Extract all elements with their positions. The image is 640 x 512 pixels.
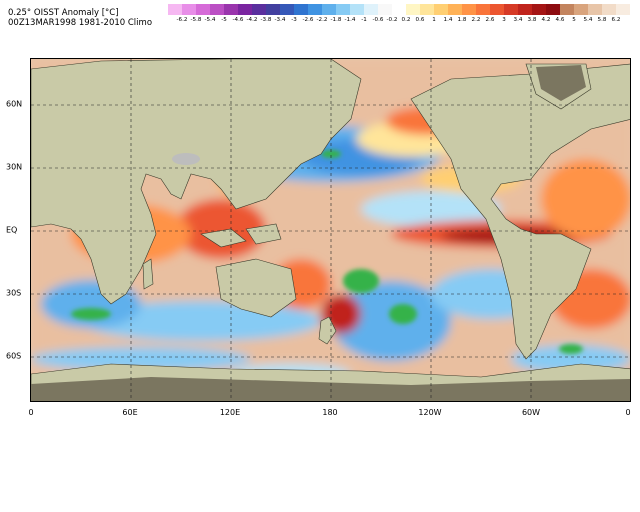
colorbar-tick-label: 1 (432, 17, 436, 23)
colorbar-tick-label: 3.8 (527, 17, 537, 23)
colorbar-tick-label: -5.4 (204, 17, 216, 23)
colorbar-swatch (252, 4, 266, 15)
colorbar-tick-label: 5.8 (597, 17, 607, 23)
colorbar-tick-label: 0.6 (415, 17, 425, 23)
colorbar-swatch (378, 4, 392, 15)
colorbar-tick-label: -2.6 (302, 17, 314, 23)
colorbar-swatch (350, 4, 364, 15)
colorbar-tick-label: 1.4 (443, 17, 453, 23)
colorbar-tick-label: 2.2 (471, 17, 481, 23)
lat-label-60n: 60N (6, 99, 23, 109)
lat-label-30s: 30S (6, 288, 22, 298)
colorbar-swatch (616, 4, 630, 15)
colorbar-tick-label: 3.4 (513, 17, 523, 23)
colorbar-tick-label: -2.2 (316, 17, 328, 23)
colorbar-swatch (588, 4, 602, 15)
map-subtitle: 00Z13MAR1998 1981-2010 Climo (8, 18, 153, 28)
colorbar-tick-label: -1 (361, 17, 367, 23)
colorbar-tick-label: -0.2 (386, 17, 398, 23)
colorbar-swatch (532, 4, 546, 15)
sst-anomaly-map (30, 58, 631, 402)
lon-label-120e: 120E (219, 408, 241, 417)
colorbar-tick-label: 6.2 (611, 17, 621, 23)
colorbar-swatches (168, 4, 630, 15)
colorbar-swatch (210, 4, 224, 15)
colorbar-swatch (308, 4, 322, 15)
lon-label-60w: 60W (521, 408, 541, 417)
map-canvas (31, 59, 630, 401)
colorbar-swatch (476, 4, 490, 15)
colorbar-swatch (266, 4, 280, 15)
map-title: 0.25° OISST Anomaly [°C] (8, 8, 119, 18)
colorbar-swatch (336, 4, 350, 15)
colorbar-swatch (518, 4, 532, 15)
colorbar-swatch (504, 4, 518, 15)
lon-label-120w: 120W (418, 408, 442, 417)
colorbar-swatch (392, 4, 406, 15)
colorbar-tick-label: -3 (291, 17, 297, 23)
colorbar-labels: -6.2 -5.8 -5.4 -5 -4.6 -4.2 -3.8 -3.4 -3 -2.6 -2.2… (168, 16, 630, 25)
graticule (31, 59, 630, 401)
colorbar-swatch (448, 4, 462, 15)
colorbar-tick-label: 1.8 (457, 17, 467, 23)
colorbar-swatch (602, 4, 616, 15)
colorbar-swatch (546, 4, 560, 15)
colorbar-tick-label: 5 (572, 17, 576, 23)
lon-label-0-east: 0 (625, 408, 631, 417)
colorbar-tick-label: 3 (502, 17, 506, 23)
colorbar-swatch (490, 4, 504, 15)
lat-label-eq: EQ (6, 225, 18, 235)
lat-label-30n: 30N (6, 162, 23, 172)
colorbar-swatch (406, 4, 420, 15)
colorbar-swatch (196, 4, 210, 15)
colorbar-swatch (560, 4, 574, 15)
colorbar-swatch (462, 4, 476, 15)
colorbar-tick-label: -4.6 (232, 17, 244, 23)
colorbar-tick-label: 4.6 (555, 17, 565, 23)
colorbar-swatch (364, 4, 378, 15)
colorbar-swatch (322, 4, 336, 15)
colorbar-tick-label: -3.8 (260, 17, 272, 23)
lon-label-60e: 60E (122, 408, 138, 417)
lat-label-60s: 60S (6, 351, 22, 361)
colorbar-swatch (294, 4, 308, 15)
colorbar-tick-label: -3.4 (274, 17, 286, 23)
colorbar-swatch (420, 4, 434, 15)
colorbar-swatch (238, 4, 252, 15)
colorbar-tick-label: 0.2 (401, 17, 411, 23)
colorbar-tick-label: -5.8 (190, 17, 202, 23)
colorbar-legend: -6.2 -5.8 -5.4 -5 -4.6 -4.2 -3.8 -3.4 -3 -2.6 -2.2… (168, 4, 630, 25)
ice-areas (31, 65, 630, 401)
colorbar-tick-label: -1.4 (344, 17, 356, 23)
colorbar-tick-label: -5 (221, 17, 227, 23)
colorbar-tick-label: -0.6 (372, 17, 384, 23)
colorbar-swatch (224, 4, 238, 15)
colorbar-tick-label: 4.2 (541, 17, 551, 23)
colorbar-tick-label: 2.6 (485, 17, 495, 23)
colorbar-swatch (434, 4, 448, 15)
colorbar-swatch (168, 4, 182, 15)
colorbar-tick-label: -4.2 (246, 17, 258, 23)
colorbar-swatch (280, 4, 294, 15)
colorbar-tick-label: 5.4 (583, 17, 593, 23)
lon-label-180: 180 (322, 408, 338, 417)
colorbar-swatch (182, 4, 196, 15)
colorbar-tick-label: -1.8 (330, 17, 342, 23)
lon-label-0: 0 (28, 408, 34, 417)
colorbar-tick-label: -6.2 (176, 17, 188, 23)
colorbar-swatch (574, 4, 588, 15)
